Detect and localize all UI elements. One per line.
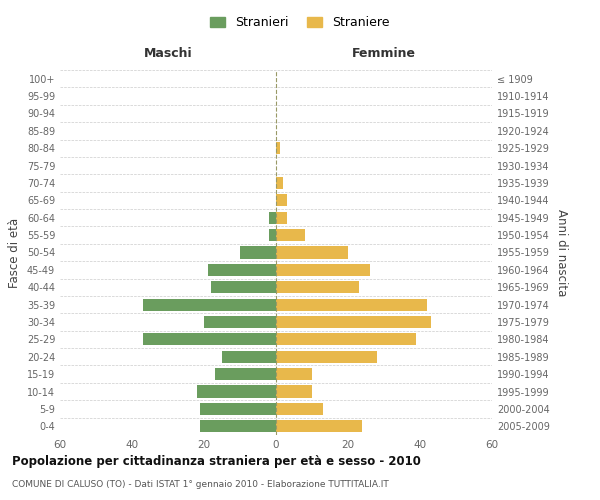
Y-axis label: Fasce di età: Fasce di età <box>8 218 21 288</box>
Bar <box>222 350 276 363</box>
Text: Maschi: Maschi <box>143 46 193 60</box>
Bar <box>204 316 276 328</box>
Bar <box>276 403 323 415</box>
Bar <box>197 386 276 398</box>
Bar <box>276 316 431 328</box>
Bar <box>276 246 348 258</box>
Bar <box>276 386 312 398</box>
Text: Popolazione per cittadinanza straniera per età e sesso - 2010: Popolazione per cittadinanza straniera p… <box>12 455 421 468</box>
Bar <box>276 350 377 363</box>
Bar <box>143 298 276 310</box>
Text: COMUNE DI CALUSO (TO) - Dati ISTAT 1° gennaio 2010 - Elaborazione TUTTITALIA.IT: COMUNE DI CALUSO (TO) - Dati ISTAT 1° ge… <box>12 480 389 489</box>
Bar <box>276 281 359 293</box>
Bar <box>276 229 305 241</box>
Bar <box>269 212 276 224</box>
Bar <box>276 420 362 432</box>
Bar <box>276 264 370 276</box>
Bar <box>276 334 416 345</box>
Bar <box>208 264 276 276</box>
Bar <box>211 281 276 293</box>
Bar <box>215 368 276 380</box>
Y-axis label: Anni di nascita: Anni di nascita <box>555 209 568 296</box>
Bar <box>276 298 427 310</box>
Bar <box>276 212 287 224</box>
Bar <box>269 229 276 241</box>
Text: Femmine: Femmine <box>352 46 416 60</box>
Bar <box>240 246 276 258</box>
Bar <box>276 177 283 189</box>
Bar <box>200 420 276 432</box>
Bar <box>276 368 312 380</box>
Bar <box>276 142 280 154</box>
Bar <box>200 403 276 415</box>
Bar <box>276 194 287 206</box>
Bar <box>143 334 276 345</box>
Legend: Stranieri, Straniere: Stranieri, Straniere <box>205 11 395 34</box>
